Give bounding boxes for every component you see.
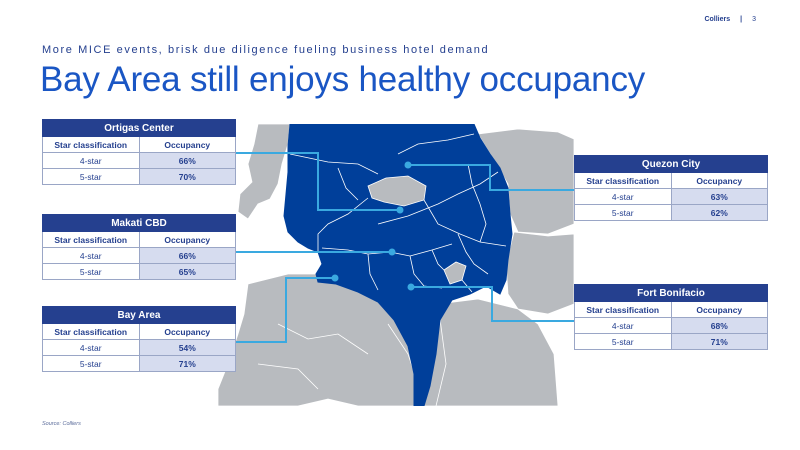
table-makati-cbd: Makati CBD Star classification Occupancy… (42, 214, 236, 280)
page-header: Colliers | 3 (704, 16, 756, 23)
marker-bonifacio (407, 283, 415, 291)
row-label: 4-star (42, 152, 140, 169)
marker-quezon (404, 161, 412, 169)
marker-ortigas (396, 206, 404, 214)
row-label: 4-star (574, 317, 672, 334)
table-title: Ortigas Center (42, 119, 236, 137)
table-bay-area: Bay Area Star classification Occupancy 4… (42, 306, 236, 372)
row-value: 62% (670, 204, 768, 221)
column-header-star: Star classification (42, 231, 140, 248)
row-value: 71% (138, 355, 236, 372)
table-row: 4-star 66% (42, 247, 236, 264)
row-label: 4-star (574, 188, 672, 205)
page-number: 3 (752, 16, 756, 23)
row-label: 5-star (42, 355, 140, 372)
table-title: Makati CBD (42, 214, 236, 232)
marker-makati (388, 248, 396, 256)
row-value: 70% (138, 168, 236, 185)
row-label: 5-star (42, 168, 140, 185)
table-title: Quezon City (574, 155, 768, 173)
header-separator: | (740, 16, 743, 23)
table-title: Fort Bonifacio (574, 284, 768, 302)
table-row: 4-star 68% (574, 317, 768, 334)
row-value: 66% (138, 152, 236, 169)
slide-subtitle: More MICE events, brisk due diligence fu… (42, 44, 490, 56)
table-fort-bonifacio: Fort Bonifacio Star classification Occup… (574, 284, 768, 350)
column-header-star: Star classification (42, 136, 140, 153)
column-header-occupancy: Occupancy (138, 136, 236, 153)
column-header-star: Star classification (574, 301, 672, 318)
row-value: 71% (670, 333, 768, 350)
row-label: 5-star (574, 204, 672, 221)
slide-title: Bay Area still enjoys healthy occupancy (40, 60, 646, 99)
row-label: 5-star (574, 333, 672, 350)
metro-manila-map (218, 124, 574, 406)
land-east (505, 231, 574, 315)
table-row: 4-star 54% (42, 339, 236, 356)
table-quezon-city: Quezon City Star classification Occupanc… (574, 155, 768, 221)
column-header-occupancy: Occupancy (138, 231, 236, 248)
row-value: 66% (138, 247, 236, 264)
row-value: 63% (670, 188, 768, 205)
column-header-occupancy: Occupancy (670, 301, 768, 318)
table-title: Bay Area (42, 306, 236, 324)
row-label: 4-star (42, 339, 140, 356)
row-label: 4-star (42, 247, 140, 264)
source-note: Source: Colliers (42, 421, 81, 427)
row-label: 5-star (42, 263, 140, 280)
small-island (443, 261, 467, 285)
column-header-star: Star classification (42, 323, 140, 340)
row-value: 65% (138, 263, 236, 280)
table-row: 5-star 71% (574, 333, 768, 350)
column-header-occupancy: Occupancy (670, 172, 768, 189)
table-ortigas-center: Ortigas Center Star classification Occup… (42, 119, 236, 185)
marker-bayarea (331, 274, 339, 282)
table-row: 5-star 71% (42, 355, 236, 372)
table-row: 5-star 65% (42, 263, 236, 280)
table-row: 4-star 66% (42, 152, 236, 169)
table-row: 4-star 63% (574, 188, 768, 205)
row-value: 54% (138, 339, 236, 356)
brand-name: Colliers (704, 16, 731, 23)
table-row: 5-star 70% (42, 168, 236, 185)
column-header-star: Star classification (574, 172, 672, 189)
row-value: 68% (670, 317, 768, 334)
column-header-occupancy: Occupancy (138, 323, 236, 340)
table-row: 5-star 62% (574, 204, 768, 221)
